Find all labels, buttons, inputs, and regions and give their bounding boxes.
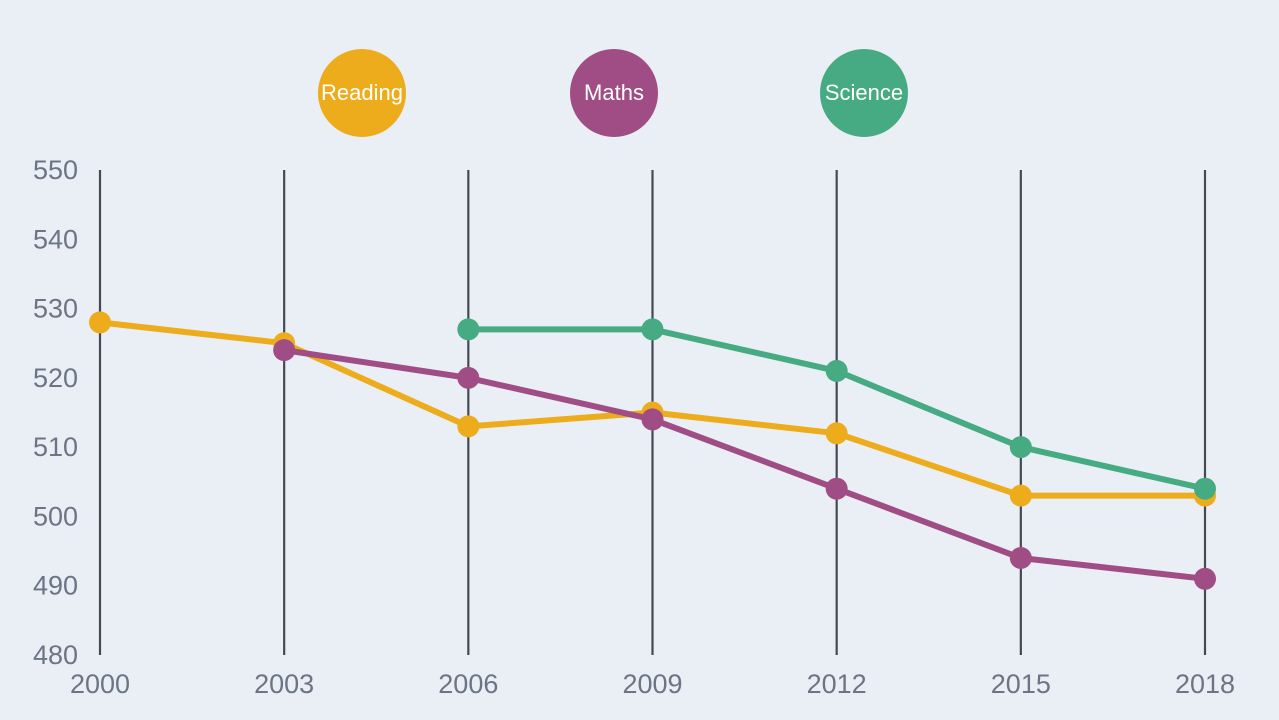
series-marker <box>457 367 479 389</box>
series-marker <box>457 318 479 340</box>
x-tick-label: 2009 <box>622 669 682 699</box>
x-tick-label: 2015 <box>991 669 1051 699</box>
legend-label: Maths <box>584 80 644 105</box>
x-tick-label: 2003 <box>254 669 314 699</box>
line-chart: 480 490 500 510 520 530 540 550 2000 2003 2006 2009… <box>0 0 1279 720</box>
series-marker <box>1010 436 1032 458</box>
x-tick-label: 2018 <box>1175 669 1235 699</box>
y-tick-label: 520 <box>33 363 78 393</box>
series-marker <box>642 408 664 430</box>
series-marker <box>642 318 664 340</box>
series-marker <box>826 360 848 382</box>
legend-label: Reading <box>321 80 403 105</box>
series-marker <box>826 478 848 500</box>
series-marker <box>826 422 848 444</box>
legend-label: Science <box>825 80 903 105</box>
x-tick-label: 2000 <box>70 669 130 699</box>
chart-container: 480 490 500 510 520 530 540 550 2000 2003 2006 2009… <box>0 0 1279 720</box>
y-tick-label: 550 <box>33 155 78 185</box>
y-tick-label: 490 <box>33 571 78 601</box>
y-tick-label: 540 <box>33 224 78 254</box>
y-tick-label: 510 <box>33 432 78 462</box>
series-marker <box>1010 547 1032 569</box>
series-marker <box>1010 485 1032 507</box>
x-tick-label: 2012 <box>807 669 867 699</box>
series-marker <box>1194 568 1216 590</box>
series-marker <box>457 415 479 437</box>
y-tick-label: 530 <box>33 294 78 324</box>
y-tick-label: 480 <box>33 640 78 670</box>
series-marker <box>1194 478 1216 500</box>
page-root: 480 490 500 510 520 530 540 550 2000 2003 2006 2009… <box>0 0 1279 720</box>
x-tick-label: 2006 <box>438 669 498 699</box>
series-marker <box>89 311 111 333</box>
y-tick-label: 500 <box>33 501 78 531</box>
series-marker <box>273 339 295 361</box>
